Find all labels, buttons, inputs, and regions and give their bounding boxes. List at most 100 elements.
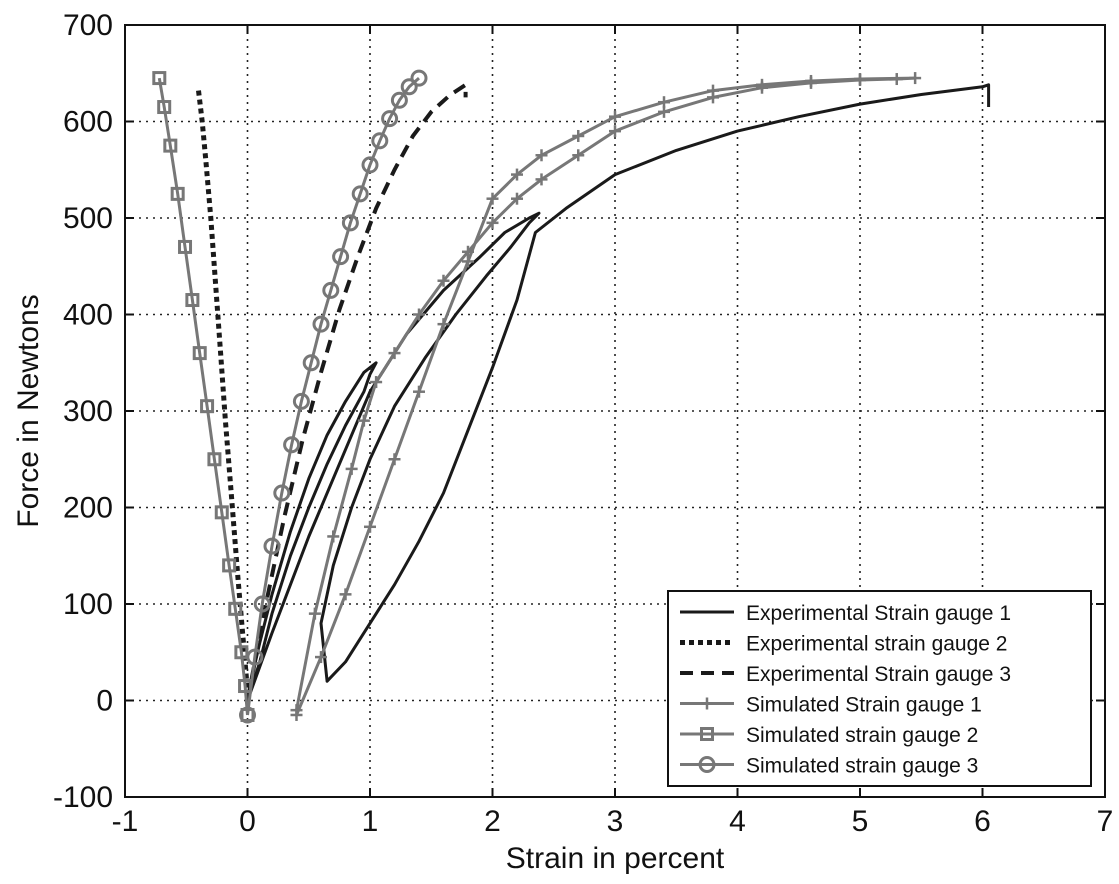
- data-point: [511, 168, 523, 181]
- data-point: [400, 78, 418, 96]
- series-line: [157, 77, 249, 716]
- legend-item: Simulated strain gauge 2: [680, 724, 978, 747]
- y-tick-label: 400: [63, 299, 113, 332]
- x-tick-label: 5: [852, 805, 869, 838]
- data-point: [410, 69, 428, 87]
- series-1: [246, 83, 991, 702]
- legend-item: Experimental Strain gauge 1: [680, 602, 1011, 625]
- data-point: [327, 530, 340, 543]
- data-point: [609, 110, 621, 123]
- ticks: -1 0 1 2 3 4 5 6 7 -100 0 100 200 300 400 500 600 700: [53, 9, 1113, 838]
- legend: Experimental Strain gauge 1 Experimental …: [667, 590, 1092, 787]
- data-point: [462, 245, 474, 258]
- data-point: [163, 138, 178, 153]
- y-tick-label: -100: [53, 781, 113, 814]
- data-point: [152, 71, 167, 86]
- data-point: [486, 216, 499, 229]
- data-point: [290, 704, 303, 717]
- data-point: [437, 274, 450, 287]
- data-point: [388, 347, 401, 360]
- data-point: [263, 537, 281, 555]
- data-point: [390, 91, 408, 109]
- x-tick-label: 3: [607, 805, 624, 838]
- data-point: [345, 462, 358, 475]
- y-tick-label: 200: [63, 492, 113, 525]
- data-point: [234, 645, 249, 660]
- x-tick-label: -1: [112, 805, 139, 838]
- series-line: [295, 76, 917, 716]
- data-point: [609, 125, 621, 138]
- series-line: [196, 90, 250, 701]
- legend-label: Simulated Strain gauge 1: [746, 694, 982, 717]
- data-point: [178, 239, 193, 254]
- data-point: [322, 281, 340, 299]
- data-point: [283, 436, 301, 454]
- legend-item: Simulated Strain gauge 1: [680, 694, 982, 717]
- data-point: [192, 346, 207, 361]
- series-line: [246, 76, 420, 716]
- data-point: [572, 129, 585, 142]
- legend-marker: [700, 727, 714, 741]
- data-point: [222, 558, 237, 573]
- x-tick-label: 6: [974, 805, 991, 838]
- y-tick-label: 100: [63, 588, 113, 621]
- data-point: [658, 105, 670, 118]
- data-point: [707, 91, 719, 104]
- data-point: [437, 318, 450, 331]
- data-point: [228, 601, 243, 616]
- x-tick-label: 4: [729, 805, 746, 838]
- data-point: [185, 293, 200, 308]
- data-point: [388, 453, 401, 466]
- series-line: [245, 82, 468, 701]
- y-axis-label: Force in Newtons: [12, 294, 45, 527]
- x-tick-label: 0: [239, 805, 256, 838]
- data-point: [351, 185, 369, 203]
- series-line: [246, 83, 991, 702]
- data-point: [339, 588, 352, 601]
- data-point: [486, 192, 499, 205]
- x-tick-label: 1: [362, 805, 379, 838]
- data-point: [909, 72, 922, 85]
- legend-label: Experimental Strain gauge 3: [746, 663, 1011, 686]
- data-point: [214, 505, 229, 520]
- series-6: [239, 69, 428, 724]
- legend-label: Experimental Strain gauge 1: [746, 602, 1011, 625]
- series-4: [290, 72, 922, 721]
- y-tick-label: 600: [63, 106, 113, 139]
- y-tick-label: 700: [63, 9, 113, 42]
- legend-item: Experimental Strain gauge 3: [680, 663, 1011, 686]
- data-point: [805, 76, 817, 89]
- y-tick-label: 500: [63, 202, 113, 235]
- data-point: [854, 74, 866, 87]
- y-tick-label: 0: [96, 685, 113, 718]
- grid: [125, 25, 1105, 797]
- data-point: [207, 452, 222, 467]
- data-point: [361, 156, 379, 174]
- legend-label: Simulated strain gauge 3: [746, 755, 978, 778]
- data-point: [371, 132, 389, 150]
- data-point: [246, 648, 264, 666]
- legend-label: Experimental strain gauge 2: [746, 633, 1008, 656]
- x-tick-label: 7: [1097, 805, 1114, 838]
- data-point: [253, 595, 271, 613]
- data-point: [756, 81, 768, 94]
- data-point: [332, 248, 350, 266]
- data-point: [511, 192, 523, 205]
- legend-marker: [701, 697, 713, 710]
- data-point: [157, 100, 172, 115]
- data-point: [273, 484, 291, 502]
- y-tick-label: 300: [63, 395, 113, 428]
- legend-item: Simulated strain gauge 3: [680, 755, 978, 778]
- data-point: [315, 651, 327, 664]
- data-point: [357, 414, 370, 427]
- legend-marker: [698, 756, 716, 773]
- data-point: [890, 73, 903, 86]
- data-point: [370, 376, 383, 389]
- x-tick-label: 2: [484, 805, 501, 838]
- series-group: [152, 69, 991, 724]
- legend-item: Experimental strain gauge 2: [680, 633, 1008, 656]
- data-point: [200, 399, 215, 414]
- data-point: [308, 607, 321, 620]
- data-point: [302, 354, 320, 372]
